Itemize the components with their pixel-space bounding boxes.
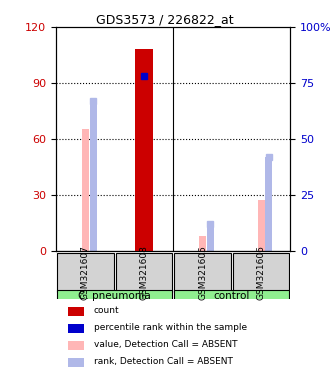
FancyBboxPatch shape — [57, 253, 114, 292]
Bar — [199, 236, 206, 250]
Text: GDS3573 / 226822_at: GDS3573 / 226822_at — [96, 13, 234, 26]
Text: GSM321606: GSM321606 — [257, 245, 266, 300]
Bar — [68, 324, 84, 333]
FancyBboxPatch shape — [57, 290, 172, 302]
Text: infection: infection — [0, 383, 1, 384]
Bar — [68, 341, 84, 350]
Text: rank, Detection Call = ABSENT: rank, Detection Call = ABSENT — [94, 357, 232, 366]
Text: control: control — [214, 291, 250, 301]
Bar — [68, 307, 84, 316]
Bar — [207, 224, 214, 250]
Bar — [265, 157, 272, 250]
Bar — [258, 200, 265, 250]
Text: GSM321607: GSM321607 — [81, 245, 90, 300]
Text: GSM321608: GSM321608 — [140, 245, 148, 300]
Text: count: count — [94, 306, 119, 316]
Text: C. pneumonia: C. pneumonia — [78, 291, 151, 301]
Text: percentile rank within the sample: percentile rank within the sample — [94, 323, 247, 333]
Bar — [90, 101, 97, 250]
Bar — [141, 105, 148, 250]
Bar — [82, 129, 89, 250]
FancyBboxPatch shape — [175, 290, 289, 302]
FancyBboxPatch shape — [116, 253, 172, 292]
Bar — [135, 49, 153, 250]
Bar — [68, 358, 84, 367]
FancyBboxPatch shape — [175, 253, 231, 292]
Text: value, Detection Call = ABSENT: value, Detection Call = ABSENT — [94, 340, 237, 349]
FancyBboxPatch shape — [233, 253, 289, 292]
Text: GSM321605: GSM321605 — [198, 245, 207, 300]
